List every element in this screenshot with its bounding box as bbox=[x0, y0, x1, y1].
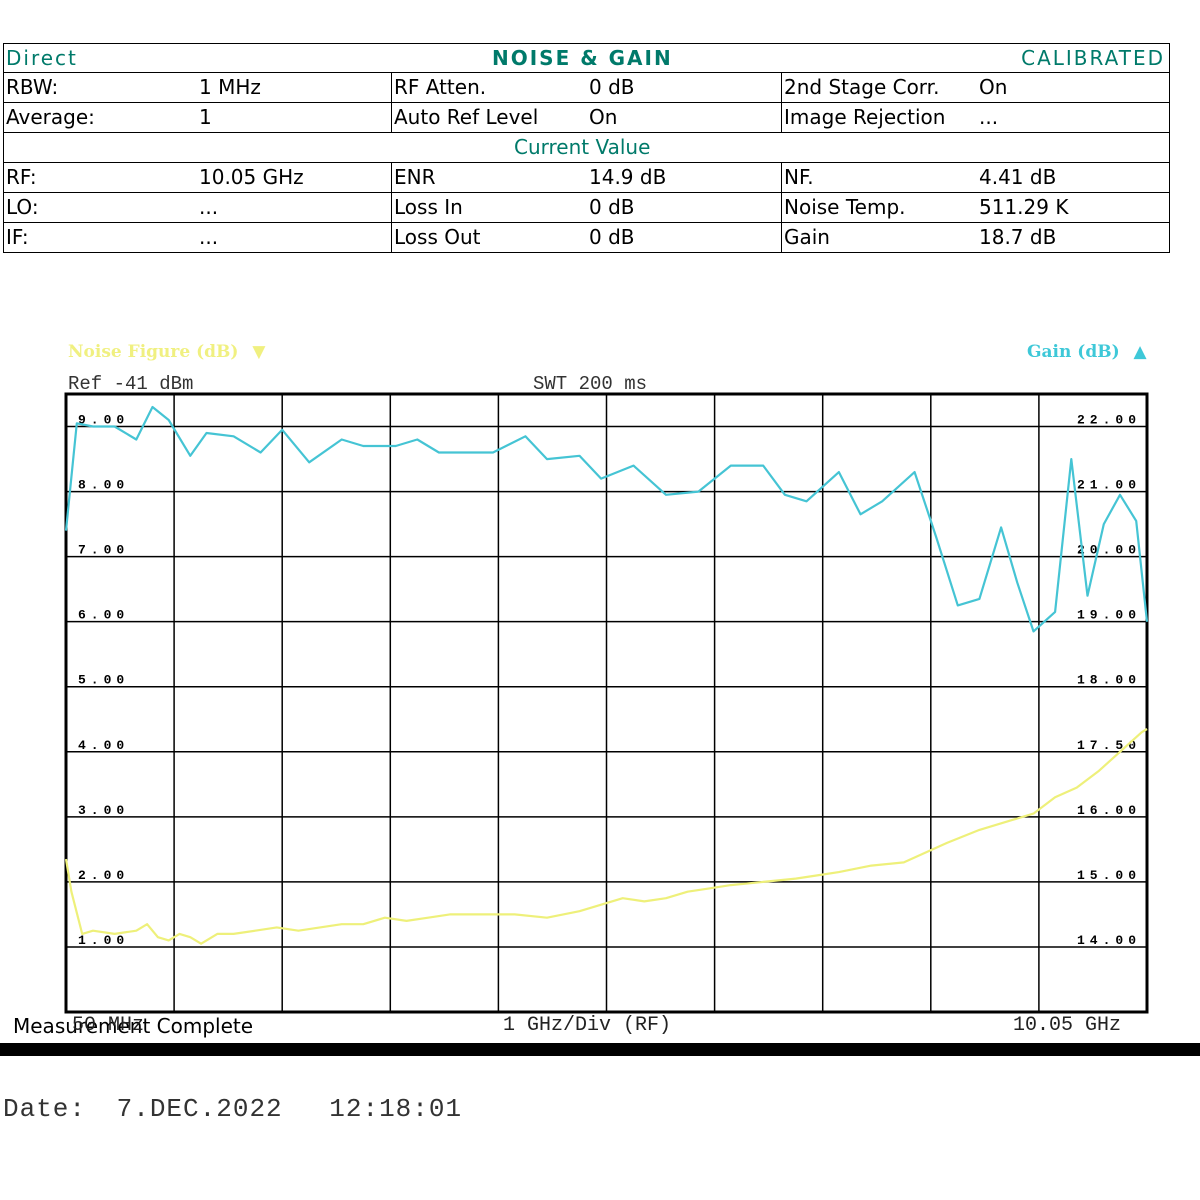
loss-in-value: 0 dB bbox=[589, 195, 635, 219]
lo-value: ... bbox=[199, 195, 219, 219]
tick-label-bg bbox=[78, 865, 146, 880]
rbw-label: RBW: bbox=[6, 75, 59, 99]
left-tick-label: 6.00 bbox=[78, 608, 129, 623]
noise-figure-legend: Noise Figure (dB) ▼ bbox=[68, 342, 265, 362]
image-rejection-value: ... bbox=[979, 105, 999, 129]
values-row-2: LO: ... Loss In 0 dB Noise Temp. 511.29 … bbox=[3, 193, 1170, 223]
noise-temp-value: 511.29 K bbox=[979, 195, 1069, 219]
gain-legend: Gain (dB) ▲ bbox=[1027, 342, 1147, 362]
settings-row-1: RBW: 1 MHz RF Atten. 0 dB 2nd Stage Corr… bbox=[3, 73, 1170, 103]
right-tick-label: 17.50 bbox=[1077, 738, 1141, 753]
sweep-time-label: SWT 200 ms bbox=[533, 373, 648, 395]
left-tick-label: 4.00 bbox=[78, 738, 129, 753]
rf-label: RF: bbox=[6, 165, 37, 189]
noise-figure-trace bbox=[64, 728, 1148, 945]
date-value: 7.DEC.2022 bbox=[116, 1094, 283, 1124]
left-tick-label: 9.00 bbox=[78, 413, 129, 428]
nf-value: 4.41 dB bbox=[979, 165, 1057, 189]
tick-label-bg bbox=[1067, 735, 1143, 750]
noise-gain-header-table: Direct NOISE & GAIN CALIBRATED RBW: 1 MH… bbox=[3, 43, 1170, 253]
gain-trace bbox=[64, 405, 1149, 633]
lo-label: LO: bbox=[6, 195, 39, 219]
tick-label-bg bbox=[1067, 605, 1143, 620]
auto-ref-level-value: On bbox=[589, 105, 618, 129]
nf-label: NF. bbox=[784, 165, 814, 189]
second-stage-corr-value: On bbox=[979, 75, 1008, 99]
x-div-label: 1 GHz/Div (RF) bbox=[503, 1014, 672, 1037]
tick-label-bg bbox=[1067, 800, 1143, 815]
x-stop-label: 10.05 GHz bbox=[1013, 1014, 1122, 1037]
left-tick-label: 7.00 bbox=[78, 543, 129, 558]
gain-legend-label: Gain (dB) bbox=[1027, 342, 1120, 362]
current-value-row: Current Value bbox=[3, 133, 1170, 163]
x-start-label: 50 MHz bbox=[72, 1014, 145, 1037]
measurement-status: Measurement Complete bbox=[13, 1014, 254, 1038]
header-title-row: Direct NOISE & GAIN CALIBRATED bbox=[3, 43, 1170, 73]
enr-value: 14.9 dB bbox=[589, 165, 667, 189]
down-triangle-icon: ▼ bbox=[252, 342, 266, 362]
ref-level-label: Ref -41 dBm bbox=[68, 373, 194, 395]
gain-value: 18.7 dB bbox=[979, 225, 1057, 249]
noise-figure-legend-label: Noise Figure (dB) bbox=[68, 342, 239, 362]
tick-label-bg bbox=[78, 735, 146, 750]
tick-label-bg bbox=[78, 605, 146, 620]
rf-atten-label: RF Atten. bbox=[394, 75, 487, 99]
tick-label-bg bbox=[78, 410, 146, 425]
right-tick-label: 14.00 bbox=[1077, 933, 1141, 948]
tick-label-bg bbox=[1067, 670, 1143, 685]
date-line: Date: 7.DEC.2022 12:18:01 bbox=[3, 1094, 462, 1124]
values-row-1: RF: 10.05 GHz ENR 14.9 dB NF. 4.41 dB bbox=[3, 163, 1170, 193]
tick-label-bg bbox=[1067, 930, 1143, 945]
right-tick-label: 20.00 bbox=[1077, 543, 1141, 558]
loss-out-value: 0 dB bbox=[589, 225, 635, 249]
footer-divider-bar bbox=[0, 1043, 1200, 1056]
tick-label-bg bbox=[1067, 865, 1143, 880]
values-row-3: IF: ... Loss Out 0 dB Gain 18.7 dB bbox=[3, 223, 1170, 253]
loss-out-label: Loss Out bbox=[394, 225, 481, 249]
noise-gain-plot: 1.00 2.00 3.00 4.00 5.00 6.00 7.00 8.00 9.00 14.0… bbox=[64, 392, 1149, 1014]
enr-label: ENR bbox=[394, 165, 436, 189]
image-rejection-label: Image Rejection bbox=[784, 105, 946, 129]
rf-value: 10.05 GHz bbox=[199, 165, 304, 189]
tick-label-bg bbox=[78, 930, 146, 945]
second-stage-corr-label: 2nd Stage Corr. bbox=[784, 75, 940, 99]
noise-temp-label: Noise Temp. bbox=[784, 195, 906, 219]
average-value: 1 bbox=[199, 105, 212, 129]
average-label: Average: bbox=[6, 105, 95, 129]
mode-label: Direct bbox=[6, 46, 78, 70]
right-tick-label: 22.00 bbox=[1077, 413, 1141, 428]
rf-atten-value: 0 dB bbox=[589, 75, 635, 99]
left-tick-label: 8.00 bbox=[78, 478, 129, 493]
tick-label-bg bbox=[78, 475, 146, 490]
tick-label-bg bbox=[1067, 410, 1143, 425]
tick-label-bg bbox=[78, 540, 146, 555]
tick-label-bg bbox=[78, 800, 146, 815]
right-tick-label: 18.00 bbox=[1077, 673, 1141, 688]
right-tick-label: 19.00 bbox=[1077, 608, 1141, 623]
calibrated-status: CALIBRATED bbox=[1021, 46, 1165, 70]
right-tick-label: 21.00 bbox=[1077, 478, 1141, 493]
if-value: ... bbox=[199, 225, 219, 249]
time-value: 12:18:01 bbox=[329, 1094, 463, 1124]
tick-label-bg bbox=[78, 670, 146, 685]
loss-in-label: Loss In bbox=[394, 195, 463, 219]
tick-label-bg bbox=[1067, 540, 1143, 555]
rbw-value: 1 MHz bbox=[199, 75, 261, 99]
auto-ref-level-label: Auto Ref Level bbox=[394, 105, 539, 129]
gain-label: Gain bbox=[784, 225, 830, 249]
up-triangle-icon: ▲ bbox=[1133, 342, 1147, 362]
left-tick-label: 1.00 bbox=[78, 933, 129, 948]
tick-label-bg bbox=[1067, 475, 1143, 490]
right-tick-label: 16.00 bbox=[1077, 803, 1141, 818]
settings-row-2: Average: 1 Auto Ref Level On Image Rejec… bbox=[3, 103, 1170, 133]
current-value-heading: Current Value bbox=[514, 135, 651, 159]
if-label: IF: bbox=[6, 225, 29, 249]
measurement-title: NOISE & GAIN bbox=[492, 46, 673, 70]
date-label: Date: bbox=[3, 1094, 87, 1124]
left-tick-label: 5.00 bbox=[78, 673, 129, 688]
left-tick-label: 2.00 bbox=[78, 868, 129, 883]
right-tick-label: 15.00 bbox=[1077, 868, 1141, 883]
left-tick-label: 3.00 bbox=[78, 803, 129, 818]
